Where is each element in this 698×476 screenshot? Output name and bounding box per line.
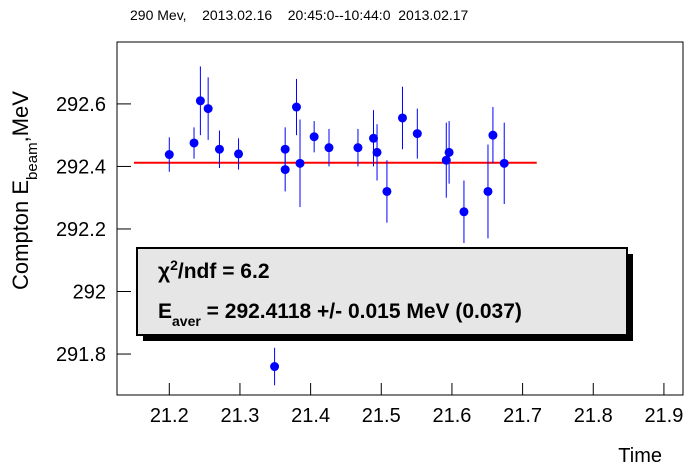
- data-point: [270, 362, 280, 372]
- data-point: [214, 144, 224, 154]
- stats-text: 2: [170, 257, 178, 273]
- stats-line: χ2/ndf = 6.2: [158, 257, 270, 283]
- y-tick-label: 292.4: [56, 156, 106, 178]
- data-point: [295, 158, 305, 168]
- x-tick-label: 21.9: [644, 405, 683, 427]
- data-point: [459, 207, 469, 217]
- y-tick-label: 291.8: [56, 344, 106, 366]
- y-tick-label: 292.6: [56, 94, 106, 116]
- x-tick-label: 21.2: [150, 405, 189, 427]
- data-point: [397, 113, 407, 123]
- data-point: [488, 130, 498, 140]
- data-point: [164, 150, 174, 160]
- data-point: [499, 158, 509, 168]
- data-point: [372, 147, 382, 157]
- x-tick-label: 21.3: [220, 405, 259, 427]
- stats-text: = 292.4118 +/- 0.015 MeV (0.037): [201, 300, 522, 323]
- data-point: [441, 155, 451, 165]
- x-tick-label: 21.6: [432, 405, 471, 427]
- stats-line: Eaver = 292.4118 +/- 0.015 MeV (0.037): [158, 300, 522, 329]
- data-point: [234, 149, 244, 159]
- stats-panel: [136, 247, 628, 336]
- x-tick-label: 21.7: [503, 405, 542, 427]
- x-axis-label: Time: [618, 445, 662, 467]
- data-point: [483, 186, 493, 196]
- x-tick-label: 21.8: [574, 405, 613, 427]
- data-point: [324, 143, 334, 153]
- data-point: [382, 186, 392, 196]
- data-point: [291, 102, 301, 112]
- data-point: [189, 138, 199, 148]
- x-tick-label: 21.5: [362, 405, 401, 427]
- data-point: [280, 165, 290, 175]
- stats-text: E: [158, 300, 172, 323]
- stats-text: aver: [172, 313, 201, 329]
- data-point: [412, 129, 422, 139]
- plot-frame: [116, 41, 684, 396]
- y-tick-label: 292.2: [56, 219, 106, 241]
- stats-text: χ: [158, 260, 170, 283]
- y-label-main: Compton E: [8, 180, 33, 290]
- data-point: [444, 147, 454, 157]
- y-label-unit: ,MeV: [8, 91, 33, 143]
- data-point: [353, 143, 363, 153]
- y-label-sub: beam: [24, 142, 41, 180]
- chart-title: 290 Mev, 2013.02.16 20:45:0--10:44:0 201…: [130, 7, 469, 23]
- marks: 21.2 21.3 21.4 21.5 21.6 21.7 21.8 21.9 291.8 292…: [56, 66, 683, 427]
- stats-box: χ2/ndf = 6.2 Eaver = 292.4118 +/- 0.015 M…: [136, 247, 633, 341]
- x-tick-label: 21.4: [291, 405, 330, 427]
- data-point: [309, 132, 319, 142]
- stats-text: /ndf = 6.2: [178, 260, 270, 283]
- data-point: [203, 104, 213, 114]
- data-point: [195, 96, 205, 106]
- data-point: [369, 133, 379, 143]
- y-tick-label: 292: [73, 282, 106, 304]
- y-axis-label: Compton Ebeam,MeV: [8, 91, 41, 290]
